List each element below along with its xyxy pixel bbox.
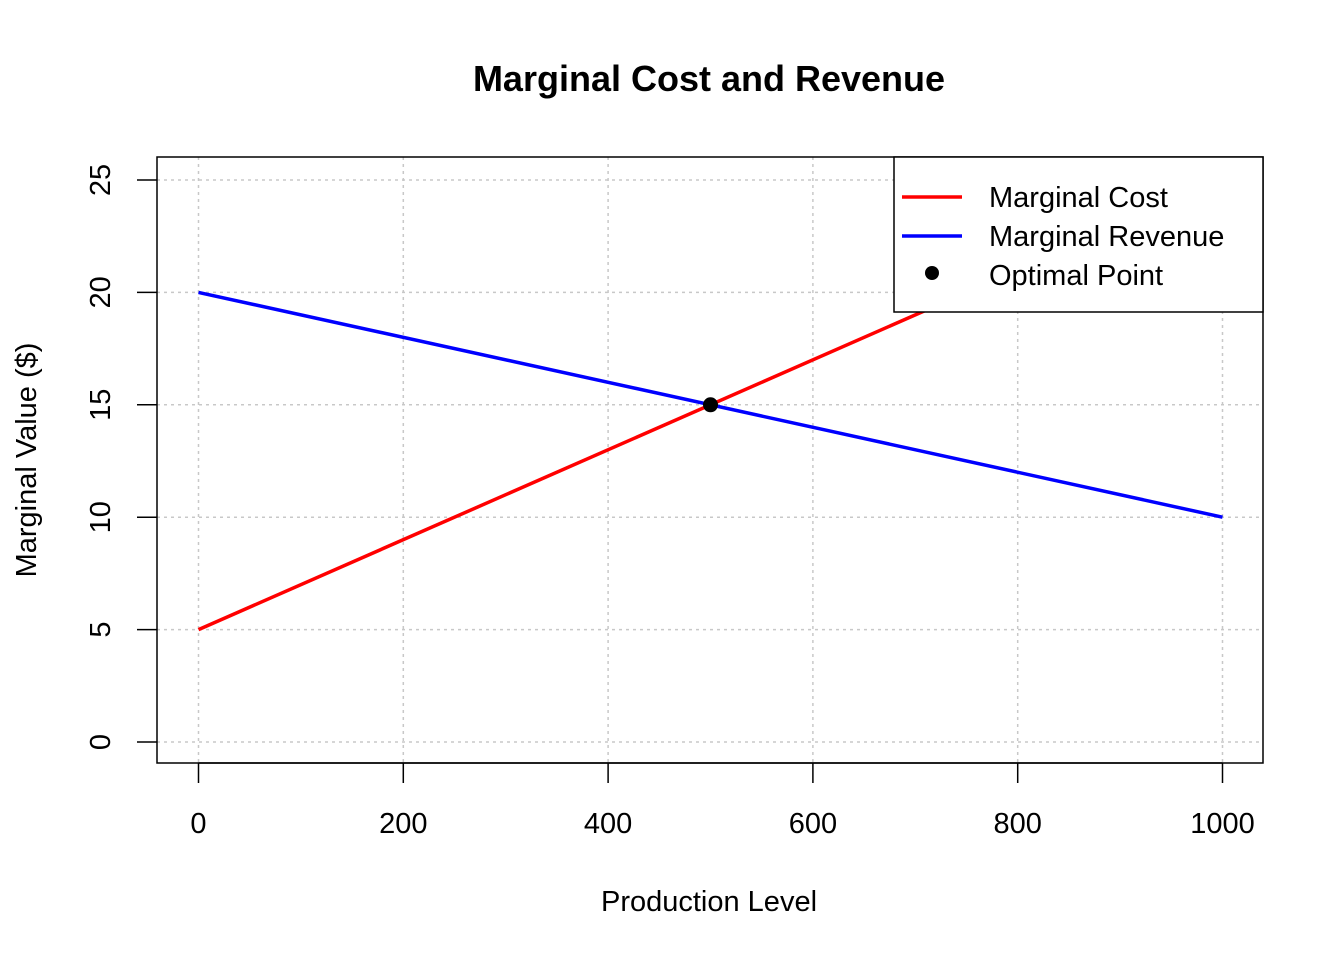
y-tick-label: 20 bbox=[85, 276, 117, 308]
x-tick-label: 1000 bbox=[1190, 808, 1255, 840]
x-tick-label: 400 bbox=[584, 808, 632, 840]
y-tick-label: 25 bbox=[85, 164, 117, 196]
y-tick-label: 10 bbox=[85, 501, 117, 533]
legend-label-optimal-point: Optimal Point bbox=[989, 260, 1163, 292]
y-tick-label: 0 bbox=[85, 734, 117, 750]
legend: Marginal Cost Marginal Revenue Optimal Poi… bbox=[893, 156, 1264, 313]
y-tick-label: 5 bbox=[85, 622, 117, 638]
y-tick-label: 15 bbox=[85, 389, 117, 421]
x-tick-label: 200 bbox=[379, 808, 427, 840]
x-tick-label: 600 bbox=[789, 808, 837, 840]
legend-label-marginal-cost: Marginal Cost bbox=[989, 182, 1168, 214]
legend-label-marginal-revenue: Marginal Revenue bbox=[989, 221, 1224, 253]
x-tick-label: 800 bbox=[994, 808, 1042, 840]
x-axis-label: Production Level bbox=[601, 886, 817, 918]
axis-layer: 0 200 400 600 800 1000 0 5 10 15 20 25 bbox=[85, 164, 1255, 840]
x-tick-label: 0 bbox=[190, 808, 206, 840]
y-axis-label: Marginal Value ($) bbox=[11, 343, 43, 578]
point-layer bbox=[703, 397, 718, 413]
chart-title: Marginal Cost and Revenue bbox=[473, 58, 945, 99]
point-optimal-point bbox=[703, 397, 718, 413]
legend-swatch-optimal-point bbox=[925, 266, 939, 280]
